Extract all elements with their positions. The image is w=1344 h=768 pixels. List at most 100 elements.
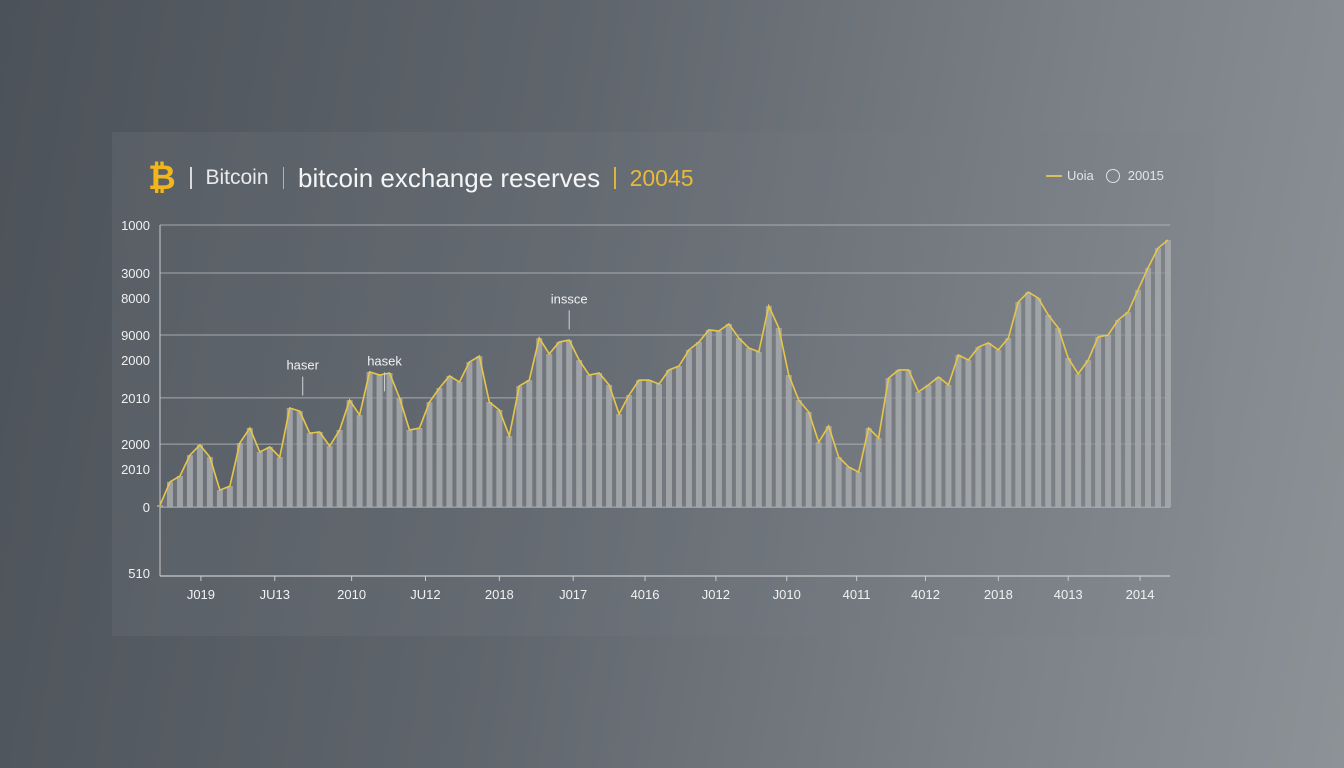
- bar: [196, 444, 203, 507]
- bar: [636, 380, 643, 507]
- bar: [266, 446, 273, 507]
- bar: [176, 475, 183, 507]
- bar: [606, 384, 613, 507]
- bar: [905, 369, 912, 507]
- bar: [296, 411, 303, 507]
- bar: [616, 413, 623, 507]
- bar: [356, 415, 363, 507]
- bar: [1105, 334, 1112, 507]
- bar: [436, 387, 443, 507]
- bar: [506, 435, 513, 507]
- legend-label: Uoia: [1067, 168, 1094, 183]
- x-tick-label: JU12: [410, 587, 440, 602]
- bar: [1045, 314, 1052, 507]
- bar: [386, 373, 393, 507]
- bar: [825, 426, 832, 507]
- bar: [1005, 338, 1012, 507]
- bar: [306, 433, 313, 507]
- bar: [596, 373, 603, 507]
- bar: [516, 386, 523, 507]
- bar: [476, 356, 483, 507]
- bar: [236, 442, 243, 507]
- bar: [745, 347, 752, 507]
- series-line: [159, 239, 1169, 506]
- x-tick-label: 2018: [984, 587, 1013, 602]
- bitcoin-logo-icon: ₿: [148, 158, 176, 198]
- bar: [336, 430, 343, 507]
- bar: [1075, 373, 1082, 507]
- bar: [276, 457, 283, 507]
- bar: [346, 400, 353, 507]
- chart-title: bitcoin exchange reserves: [298, 162, 601, 193]
- bar: [705, 329, 712, 507]
- x-tick-label: J017: [559, 587, 587, 602]
- bar: [246, 428, 253, 507]
- x-tick-label: J010: [773, 587, 801, 602]
- bar: [416, 428, 423, 507]
- annotation-label: inssce: [551, 291, 588, 306]
- x-tick-label: 2014: [1126, 587, 1155, 602]
- bar: [646, 380, 653, 507]
- bar: [1035, 298, 1042, 507]
- bar: [206, 457, 213, 507]
- bar: [695, 342, 702, 507]
- bar: [157, 505, 163, 507]
- bar: [1065, 358, 1072, 507]
- brand-label: Bitcoin: [205, 166, 269, 189]
- bar: [1055, 327, 1062, 507]
- bar: [256, 452, 263, 507]
- bar: [765, 305, 772, 507]
- bar: [446, 375, 453, 507]
- y-tick-label: 8000: [121, 291, 150, 306]
- bar: [496, 409, 503, 507]
- legend-line-icon: [1046, 174, 1062, 177]
- bar: [166, 481, 173, 507]
- bar: [426, 402, 433, 507]
- x-tick-label: 4016: [631, 587, 660, 602]
- bar: [316, 431, 323, 507]
- header-value: 20045: [629, 164, 694, 191]
- x-tick-label: 4012: [911, 587, 940, 602]
- bar: [406, 430, 413, 507]
- x-tick-label: 4011: [843, 587, 871, 602]
- bar: [326, 446, 333, 507]
- bar: [376, 375, 383, 507]
- bar: [366, 371, 373, 507]
- bar: [875, 437, 882, 507]
- bar: [735, 338, 742, 507]
- annotation-label: hasek: [367, 353, 402, 368]
- bar: [975, 347, 982, 507]
- bar: [186, 455, 193, 507]
- bar: [1135, 289, 1142, 507]
- bar: [626, 395, 633, 507]
- bar: [1125, 312, 1132, 507]
- bar: [526, 380, 533, 507]
- bar: [456, 382, 463, 507]
- divider: [282, 167, 285, 189]
- bar: [675, 366, 682, 507]
- bar: [965, 360, 972, 507]
- legend: Uoia 20015: [1046, 168, 1164, 183]
- legend-label: 20015: [1127, 168, 1164, 183]
- bar: [1165, 239, 1171, 508]
- bar: [656, 384, 663, 507]
- bar: [795, 400, 802, 507]
- bar: [486, 402, 493, 507]
- bar: [895, 369, 902, 507]
- bar: [1145, 267, 1152, 507]
- bar: [556, 342, 563, 507]
- y-tick-label: 2000: [121, 353, 150, 368]
- y-tick-label: 2000: [121, 437, 150, 452]
- bar: [945, 384, 952, 507]
- bar: [955, 355, 962, 507]
- bar: [536, 338, 543, 507]
- bar: [546, 353, 553, 507]
- bar: [935, 376, 942, 507]
- bar: [715, 331, 722, 507]
- y-tick-label: 510: [128, 566, 150, 581]
- bar: [1025, 292, 1032, 507]
- bar: [845, 466, 852, 507]
- bar: [576, 360, 583, 507]
- x-tick-label: J012: [702, 587, 730, 602]
- bar: [755, 351, 762, 507]
